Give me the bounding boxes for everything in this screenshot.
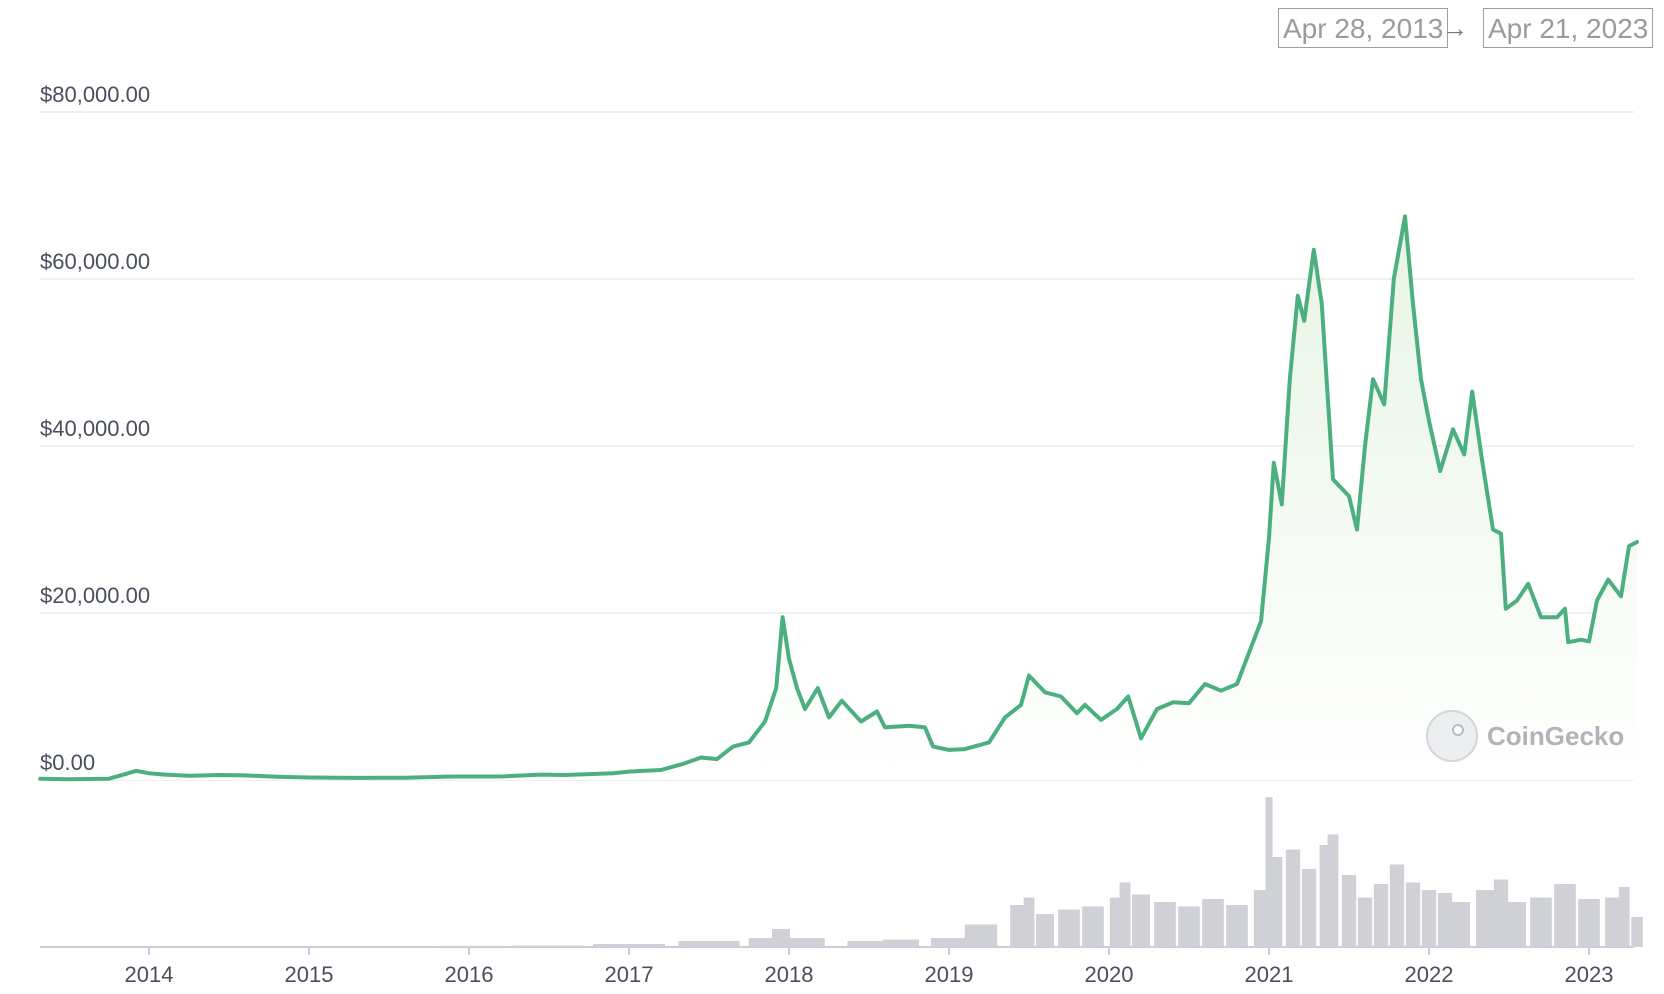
volume-bar bbox=[883, 939, 919, 947]
volume-bar bbox=[1202, 899, 1224, 947]
volume-bar bbox=[1605, 897, 1621, 947]
volume-bar bbox=[1226, 905, 1248, 947]
price-line bbox=[38, 214, 1639, 782]
x-tick-label: 2023 bbox=[1565, 962, 1614, 987]
date-range-arrow-icon: → bbox=[1442, 13, 1468, 43]
x-tick-label: 2021 bbox=[1245, 962, 1294, 987]
volume-bar bbox=[1253, 890, 1269, 947]
y-axis-ticks: $0.00 $20,000.00 $40,000.00 $60,000.00 $80,0… bbox=[40, 82, 150, 775]
volume-bar bbox=[1493, 879, 1509, 947]
price-area-fill bbox=[40, 216, 1638, 780]
volume-bar bbox=[1301, 869, 1317, 947]
end-date-field[interactable]: Apr 21, 2023 bbox=[1483, 8, 1654, 48]
volume-bar bbox=[1058, 909, 1080, 947]
watermark-label: CoinGecko bbox=[1487, 721, 1624, 751]
x-tick-label: 2017 bbox=[605, 962, 654, 987]
volume-bar bbox=[1357, 897, 1373, 947]
y-tick-label: $40,000.00 bbox=[40, 416, 150, 441]
volume-bar bbox=[1178, 906, 1200, 947]
volume-bar bbox=[1389, 864, 1405, 947]
volume-bar bbox=[593, 944, 665, 947]
volume-bar bbox=[1023, 897, 1035, 947]
volume-bar bbox=[785, 938, 825, 947]
volume-bar bbox=[1036, 914, 1054, 947]
volume-bar bbox=[1452, 902, 1470, 947]
volume-bar bbox=[193, 946, 265, 947]
x-tick-label: 2018 bbox=[765, 962, 814, 987]
x-tick-label: 2014 bbox=[125, 962, 174, 987]
x-tick-label: 2015 bbox=[285, 962, 334, 987]
gecko-logo-icon bbox=[1426, 710, 1478, 762]
volume-bar bbox=[1132, 894, 1150, 947]
volume-bar bbox=[964, 924, 998, 947]
volume-bar bbox=[678, 941, 740, 947]
y-tick-label: $80,000.00 bbox=[40, 82, 150, 107]
x-tick-label: 2022 bbox=[1405, 962, 1454, 987]
y-tick-label: $60,000.00 bbox=[40, 249, 150, 274]
volume-bar bbox=[113, 946, 185, 947]
coingecko-watermark: CoinGecko bbox=[1426, 710, 1624, 762]
volume-bar bbox=[513, 945, 585, 947]
volume-bar bbox=[273, 946, 345, 947]
volume-bar bbox=[931, 938, 967, 947]
volume-bar bbox=[1508, 902, 1526, 947]
volume-bar bbox=[1265, 797, 1273, 947]
volume-bars bbox=[48, 797, 1643, 947]
x-axis-ticks: 2014 2015 2016 2017 2018 2019 2020 2021 2022 2023 bbox=[125, 947, 1614, 987]
volume-bar bbox=[1618, 887, 1630, 947]
y-tick-label: $20,000.00 bbox=[40, 583, 150, 608]
volume-bar bbox=[847, 941, 891, 947]
x-tick-label: 2019 bbox=[925, 962, 974, 987]
volume-bar bbox=[1476, 890, 1494, 947]
volume-bar bbox=[353, 946, 425, 947]
volume-bar bbox=[1530, 897, 1552, 947]
volume-bar bbox=[1154, 902, 1176, 947]
volume-bar bbox=[1554, 884, 1576, 947]
price-area bbox=[38, 214, 1639, 782]
gecko-eye-icon bbox=[1452, 724, 1464, 736]
volume-bar bbox=[1421, 890, 1437, 947]
volume-bar bbox=[1341, 875, 1357, 947]
volume-bar bbox=[1082, 906, 1104, 947]
volume-bar bbox=[1405, 882, 1421, 947]
volume-bar bbox=[1319, 845, 1331, 947]
volume-bar bbox=[1285, 849, 1301, 947]
start-date-field[interactable]: Apr 28, 2013 bbox=[1278, 8, 1449, 48]
volume-bar bbox=[1373, 884, 1389, 947]
x-tick-label: 2020 bbox=[1085, 962, 1134, 987]
volume-bar bbox=[1327, 834, 1339, 947]
volume-bar bbox=[1119, 882, 1131, 947]
volume-bar bbox=[1437, 893, 1453, 947]
x-tick-label: 2016 bbox=[445, 962, 494, 987]
volume-bar bbox=[1578, 899, 1600, 947]
volume-bar bbox=[1271, 857, 1283, 947]
volume-bar bbox=[748, 938, 782, 947]
y-tick-label: $0.00 bbox=[40, 750, 95, 775]
volume-bar bbox=[1631, 917, 1643, 947]
volume-bar bbox=[433, 945, 505, 947]
